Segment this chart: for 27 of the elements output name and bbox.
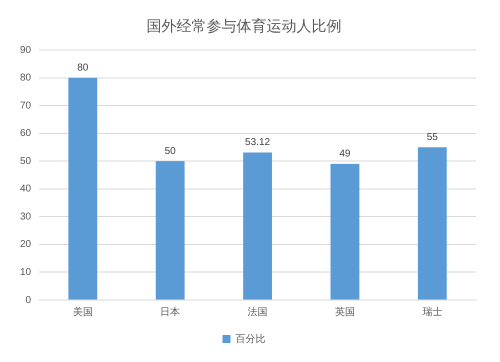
bar <box>418 147 447 300</box>
bar <box>68 78 98 300</box>
bar <box>330 164 360 300</box>
bar <box>156 161 185 300</box>
y-tick-label: 0 <box>26 294 32 306</box>
x-tick-label: 美国 <box>72 306 93 318</box>
y-tick-label: 20 <box>20 239 32 250</box>
data-label: 53.12 <box>245 137 271 148</box>
y-tick-label: 10 <box>20 266 32 278</box>
data-label: 80 <box>77 62 89 74</box>
data-label: 49 <box>339 148 351 160</box>
x-tick-label: 瑞士 <box>422 306 442 318</box>
legend-label: 百分比 <box>236 332 266 345</box>
data-label: 50 <box>164 146 176 157</box>
x-tick-label: 法国 <box>248 306 268 318</box>
y-tick-label: 90 <box>20 44 32 56</box>
y-tick-label: 80 <box>20 72 32 84</box>
x-tick-label: 英国 <box>334 306 355 318</box>
chart-title: 国外经常参与体育运动人比例 <box>146 16 342 35</box>
x-tick-label: 日本 <box>160 306 180 318</box>
y-tick-label: 30 <box>20 211 32 222</box>
y-tick-label: 50 <box>20 156 32 167</box>
y-tick-label: 40 <box>20 184 32 195</box>
y-tick-label: 60 <box>20 128 32 140</box>
bar <box>243 152 272 300</box>
y-tick-label: 70 <box>20 100 32 112</box>
data-label: 55 <box>426 132 438 143</box>
